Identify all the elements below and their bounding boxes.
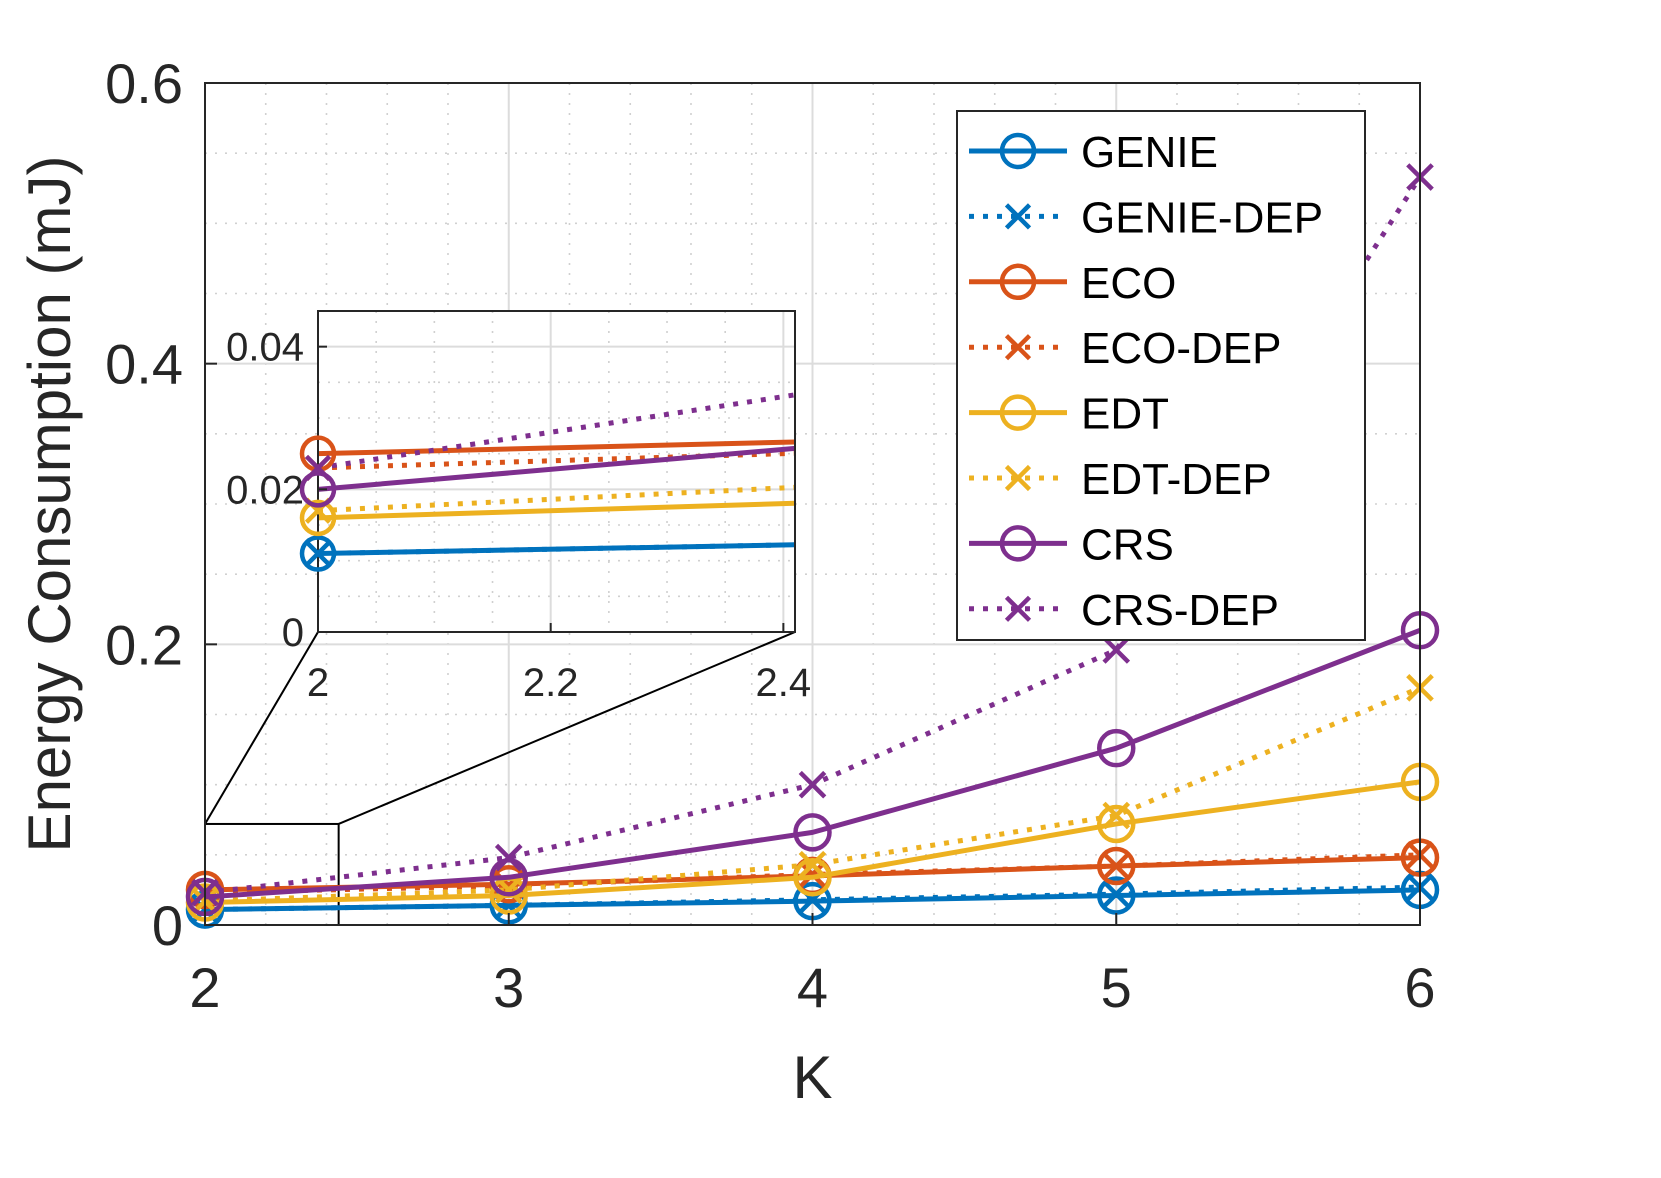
data-point-crs-dep [1102, 636, 1131, 664]
series-line-genie-dep [204, 884, 1421, 913]
legend-items: GENIE GENIE-DEP ECO ECO-DEP EDT EDT-DEP CRS CRS… [969, 128, 1323, 635]
inset-series-crs-dep [318, 392, 795, 471]
legend-label: CRS-DEP [1081, 586, 1279, 635]
series-line-edt [204, 779, 1421, 906]
inset-series-crs [318, 445, 795, 492]
inset-data-point-crs-dep [304, 454, 332, 482]
y-tick-label: 0.6 [105, 52, 183, 115]
legend-marker-eco-dep [1004, 334, 1032, 361]
inset-data-point-genie [299, 535, 337, 572]
legend-item-eco: ECO [969, 259, 1176, 308]
series-line-edt-dep [204, 685, 1421, 904]
inset-y-tick-label: 0.04 [226, 326, 304, 370]
legend-box [956, 110, 1366, 641]
zoom-connector-left [204, 631, 319, 825]
legend: GENIE GENIE-DEP ECO ECO-DEP EDT EDT-DEP CRS CRS… [956, 110, 1366, 641]
data-point-edt-dep [1102, 801, 1131, 830]
y-tick-label: 0.4 [105, 333, 183, 396]
inset-y-tick-label: 0.02 [226, 468, 304, 512]
inset-series-line-crs-dep [318, 392, 795, 471]
inset-markers [299, 435, 337, 572]
zoom-connector-right [338, 631, 796, 825]
inset-x-tick-label: 2.2 [523, 661, 579, 705]
data-point-crs-dep [494, 843, 523, 872]
legend-label: GENIE [1081, 128, 1218, 177]
inset-data-point-genie-dep [304, 540, 332, 567]
legend-label: ECO-DEP [1081, 324, 1281, 373]
series-line-eco-dep [204, 852, 1421, 896]
inset-grid [318, 311, 795, 632]
inset-background [318, 311, 795, 632]
legend-label: CRS [1081, 520, 1174, 569]
legend-label: EDT-DEP [1081, 455, 1272, 504]
inset-data-point-edt [299, 499, 337, 537]
data-point-genie-dep [1102, 880, 1131, 908]
legend-item-crs: CRS [969, 520, 1174, 569]
inset-data-point-crs [299, 471, 337, 508]
x-tick-label: 5 [1101, 956, 1132, 1019]
series-line-crs [204, 627, 1421, 900]
data-point-crs-dep [798, 770, 827, 799]
legend-item-genie: GENIE [969, 128, 1218, 177]
legend-item-crs-dep: CRS-DEP [969, 586, 1279, 635]
legend-label: EDT [1081, 390, 1169, 439]
legend-item-eco-dep: ECO-DEP [969, 324, 1281, 373]
legend-label: ECO [1081, 259, 1176, 308]
legend-item-edt: EDT [969, 390, 1169, 439]
legend-marker-genie-dep [1004, 203, 1032, 230]
legend-marker-crs-dep [1004, 595, 1032, 622]
data-point-edt-dep [494, 876, 523, 904]
inset-tick-labels: 2 2.2 2.4 0 0.02 0.04 [226, 326, 811, 705]
inset-series-genie [318, 542, 795, 557]
legend-marker-eco [999, 263, 1037, 301]
data-point-edt [793, 858, 832, 897]
data-point-edt [1097, 804, 1136, 844]
data-point-crs [793, 813, 832, 852]
data-point-eco-dep [1102, 852, 1131, 880]
inset-y-tick-label: 0 [282, 611, 304, 655]
legend-marker-crs [999, 525, 1037, 562]
y-tick-label: 0.2 [105, 613, 183, 676]
x-tick-label: 2 [189, 956, 220, 1019]
data-point-edt-dep [798, 850, 827, 879]
legend-item-edt-dep: EDT-DEP [969, 455, 1272, 504]
inset-x-tick-label: 2.4 [756, 661, 812, 705]
x-tick-label: 3 [493, 956, 524, 1019]
x-tick-label: 4 [797, 956, 828, 1019]
inset-series-group [318, 392, 795, 557]
legend-marker-genie [999, 132, 1037, 170]
legend-item-genie-dep: GENIE-DEP [969, 193, 1323, 242]
zoom-inset: 2 2.2 2.4 0 0.02 0.04 [226, 310, 811, 705]
data-point-crs [1097, 728, 1136, 768]
legend-marker-edt-dep [1004, 464, 1032, 492]
y-tick-label: 0 [152, 894, 183, 957]
inset-series-line-genie [318, 542, 795, 557]
legend-label: GENIE-DEP [1081, 193, 1323, 242]
main-tick-labels: 2 3 4 5 6 0 0.2 0.4 0.6 [105, 52, 1435, 1019]
legend-marker-edt [999, 394, 1037, 431]
data-point-eco-dep [798, 860, 827, 889]
y-axis-label: Energy Consumption (mJ) [16, 156, 83, 853]
x-tick-label: 6 [1404, 956, 1435, 1019]
inset-series-line-edt [318, 500, 795, 521]
inset-series-line-crs [318, 445, 795, 492]
inset-x-tick-label: 2 [307, 661, 329, 705]
inset-series-edt [318, 500, 795, 521]
x-axis-label: K [792, 1044, 832, 1111]
